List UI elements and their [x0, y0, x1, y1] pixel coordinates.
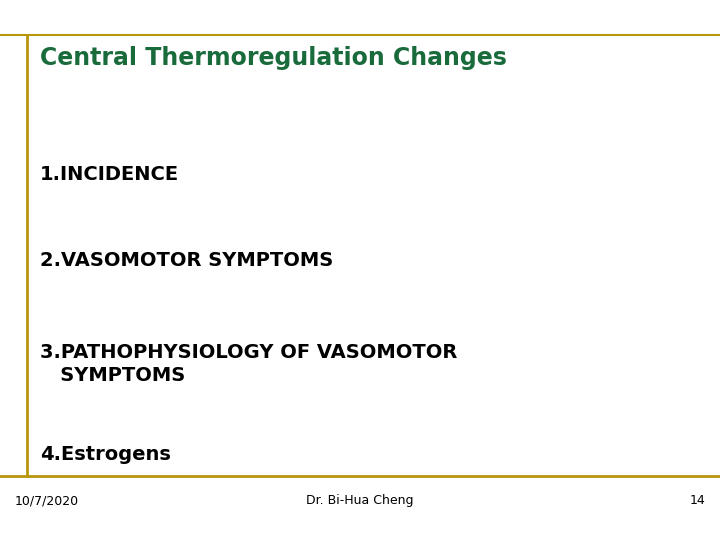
Text: 3.PATHOPHYSIOLOGY OF VASOMOTOR
   SYMPTOMS: 3.PATHOPHYSIOLOGY OF VASOMOTOR SYMPTOMS [40, 343, 457, 384]
Text: 10/7/2020: 10/7/2020 [14, 494, 78, 507]
Text: Dr. Bi-Hua Cheng: Dr. Bi-Hua Cheng [306, 494, 414, 507]
Text: 14: 14 [690, 494, 706, 507]
Text: 1.INCIDENCE: 1.INCIDENCE [40, 165, 179, 184]
Text: 4.Estrogens: 4.Estrogens [40, 446, 171, 464]
Text: Central Thermoregulation Changes: Central Thermoregulation Changes [40, 46, 506, 70]
Text: 2.VASOMOTOR SYMPTOMS: 2.VASOMOTOR SYMPTOMS [40, 251, 333, 270]
